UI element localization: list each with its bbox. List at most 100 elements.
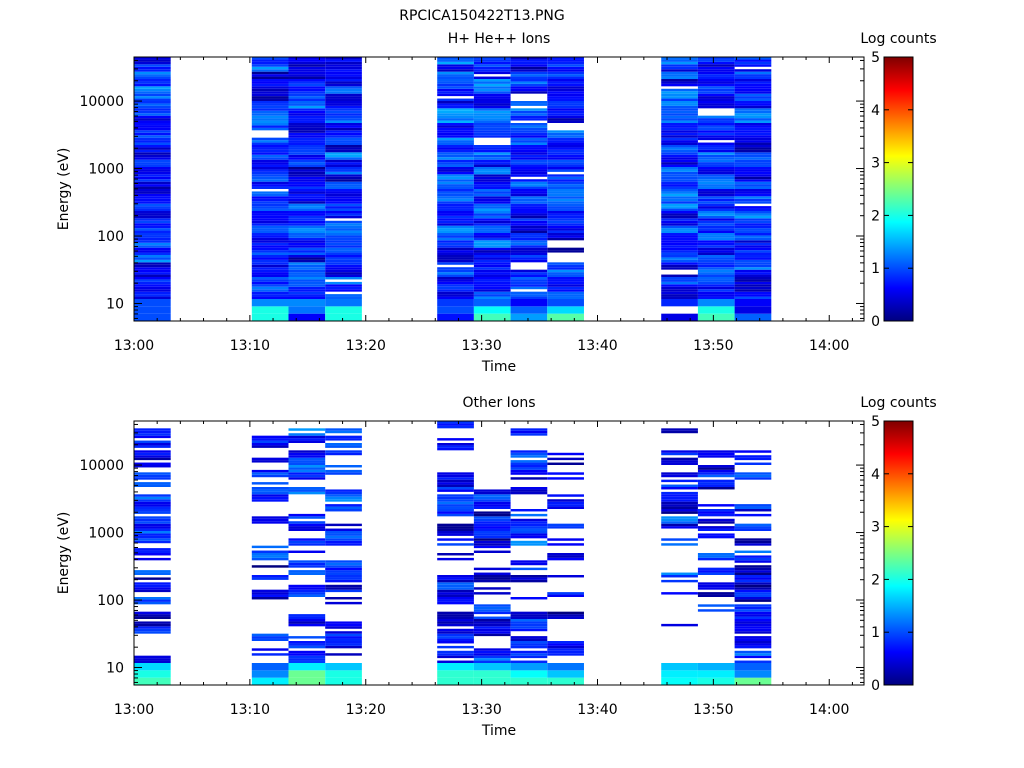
energy-bin: [288, 655, 326, 659]
energy-bin: [473, 663, 511, 671]
energy-bin: [547, 157, 584, 160]
energy-bin: [547, 663, 584, 671]
energy-bin: [325, 274, 362, 277]
energy-bin: [547, 110, 584, 114]
energy-bin: [734, 526, 772, 529]
energy-bin: [473, 103, 511, 106]
energy-bin: [134, 611, 171, 615]
energy-bin: [251, 120, 289, 123]
energy-bin: [697, 663, 735, 671]
energy-bin: [288, 259, 326, 263]
energy-bin: [734, 575, 772, 578]
energy-bin: [734, 255, 772, 258]
energy-bin: [473, 496, 511, 500]
energy-bin: [134, 582, 171, 585]
energy-bin: [661, 521, 698, 524]
energy-bin: [734, 257, 772, 260]
energy-bin: [325, 579, 362, 583]
energy-bin: [325, 247, 362, 251]
energy-bin: [134, 118, 171, 121]
energy-bin: [325, 208, 362, 211]
energy-bin: [288, 113, 326, 116]
energy-bin: [547, 83, 584, 87]
energy-bin: [734, 313, 772, 321]
energy-bin: [547, 93, 584, 97]
y-axis-label: Energy (eV): [56, 148, 72, 231]
spectrogram-column: [437, 57, 474, 321]
energy-bin: [325, 289, 362, 292]
energy-bin: [288, 184, 326, 187]
energy-bin: [251, 435, 289, 439]
energy-bin: [437, 240, 474, 243]
energy-bin: [473, 208, 511, 211]
energy-bin: [473, 499, 511, 502]
energy-bin: [734, 81, 772, 84]
energy-bin: [325, 189, 362, 192]
energy-bin: [697, 74, 735, 77]
energy-bin: [437, 228, 474, 231]
energy-bin: [734, 130, 772, 133]
energy-bin: [661, 59, 698, 62]
energy-bin: [510, 645, 548, 649]
energy-bin: [325, 91, 362, 94]
energy-bin: [697, 88, 735, 92]
energy-bin: [661, 286, 698, 290]
energy-bin: [697, 604, 735, 607]
energy-bin: [288, 474, 326, 478]
energy-bin: [697, 584, 735, 588]
energy-bin: [697, 245, 735, 248]
energy-bin: [734, 98, 772, 101]
energy-bin: [510, 247, 548, 251]
energy-bin: [325, 560, 362, 563]
energy-bin: [697, 171, 735, 175]
energy-bin: [661, 592, 698, 595]
energy-bin: [661, 274, 698, 277]
spectrogram-column: [734, 57, 772, 321]
energy-bin: [510, 513, 548, 517]
energy-bin: [134, 171, 171, 175]
energy-bin: [288, 203, 326, 207]
energy-bin: [510, 233, 548, 236]
energy-bin: [547, 477, 584, 480]
energy-bin: [697, 677, 735, 685]
energy-bin: [437, 653, 474, 656]
energy-bin: [288, 250, 326, 253]
energy-bin: [288, 120, 326, 123]
energy-bin: [251, 262, 289, 265]
energy-bin: [437, 257, 474, 260]
energy-bin: [661, 81, 698, 84]
energy-bin: [437, 157, 474, 160]
energy-bin: [661, 108, 698, 111]
energy-bin: [473, 296, 511, 299]
energy-bin: [734, 247, 772, 251]
energy-bin: [437, 245, 474, 248]
energy-bin: [437, 645, 474, 649]
energy-bin: [325, 499, 362, 502]
energy-bin: [734, 69, 772, 72]
energy-bin: [134, 670, 171, 678]
energy-bin: [251, 98, 289, 101]
energy-bin: [473, 64, 511, 67]
energy-bin: [697, 127, 735, 131]
energy-bin: [473, 291, 511, 295]
energy-bin: [251, 162, 289, 165]
energy-bin: [734, 582, 772, 585]
energy-bin: [734, 91, 772, 94]
energy-bin: [547, 130, 584, 133]
energy-bin: [325, 597, 362, 600]
energy-bin: [547, 105, 584, 109]
energy-bin: [134, 240, 171, 243]
energy-bin: [325, 313, 362, 321]
energy-bin: [510, 145, 548, 148]
energy-bin: [288, 149, 326, 153]
energy-bin: [734, 296, 772, 299]
energy-bin: [437, 601, 474, 605]
energy-bin: [288, 643, 326, 646]
energy-bin: [288, 636, 326, 639]
energy-bin: [288, 440, 326, 443]
energy-bin: [661, 225, 698, 229]
energy-bin: [437, 425, 474, 429]
energy-bin: [325, 223, 362, 226]
energy-bin: [325, 157, 362, 160]
energy-bin: [734, 628, 772, 632]
